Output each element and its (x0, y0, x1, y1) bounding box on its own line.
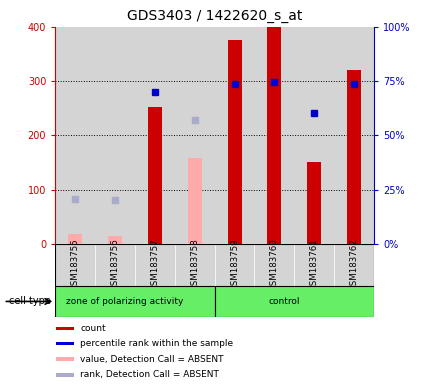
Bar (215, 27, 255, 244)
Text: GSM183762: GSM183762 (350, 238, 359, 291)
Bar (56, 358, 74, 361)
Bar (55, 286, 215, 317)
Bar (135, 27, 175, 244)
Bar (55, 27, 95, 244)
Bar (294, 27, 334, 244)
Text: GSM183760: GSM183760 (270, 238, 279, 291)
Bar (108, 236, 122, 244)
Text: GSM183758: GSM183758 (190, 238, 199, 291)
Bar (294, 244, 334, 286)
Bar (135, 244, 175, 286)
Text: GSM183759: GSM183759 (230, 238, 239, 291)
Bar (95, 27, 135, 244)
Bar (227, 40, 241, 244)
Bar (188, 158, 202, 244)
Bar (307, 162, 321, 244)
Bar (255, 244, 294, 286)
Text: value, Detection Call = ABSENT: value, Detection Call = ABSENT (80, 355, 224, 364)
Text: rank, Detection Call = ABSENT: rank, Detection Call = ABSENT (80, 370, 219, 379)
Bar (56, 327, 74, 330)
Bar (215, 244, 255, 286)
Text: control: control (269, 297, 300, 306)
Text: GSM183761: GSM183761 (310, 238, 319, 291)
Bar (175, 244, 215, 286)
Bar (334, 244, 374, 286)
Text: zone of polarizing activity: zone of polarizing activity (66, 297, 184, 306)
Title: GDS3403 / 1422620_s_at: GDS3403 / 1422620_s_at (127, 9, 302, 23)
Text: GSM183757: GSM183757 (150, 238, 159, 291)
Text: GSM183756: GSM183756 (110, 238, 119, 291)
Bar (175, 27, 215, 244)
Bar (255, 27, 294, 244)
Text: percentile rank within the sample: percentile rank within the sample (80, 339, 233, 348)
Bar (55, 244, 95, 286)
Text: GSM183755: GSM183755 (71, 238, 79, 291)
Text: cell type: cell type (9, 296, 51, 306)
Bar (56, 342, 74, 345)
Text: count: count (80, 324, 106, 333)
Bar (56, 373, 74, 377)
Bar (267, 27, 281, 244)
Bar (215, 286, 374, 317)
Bar (68, 234, 82, 244)
Bar (95, 244, 135, 286)
Bar (334, 27, 374, 244)
Bar (148, 107, 162, 244)
Bar (347, 70, 361, 244)
